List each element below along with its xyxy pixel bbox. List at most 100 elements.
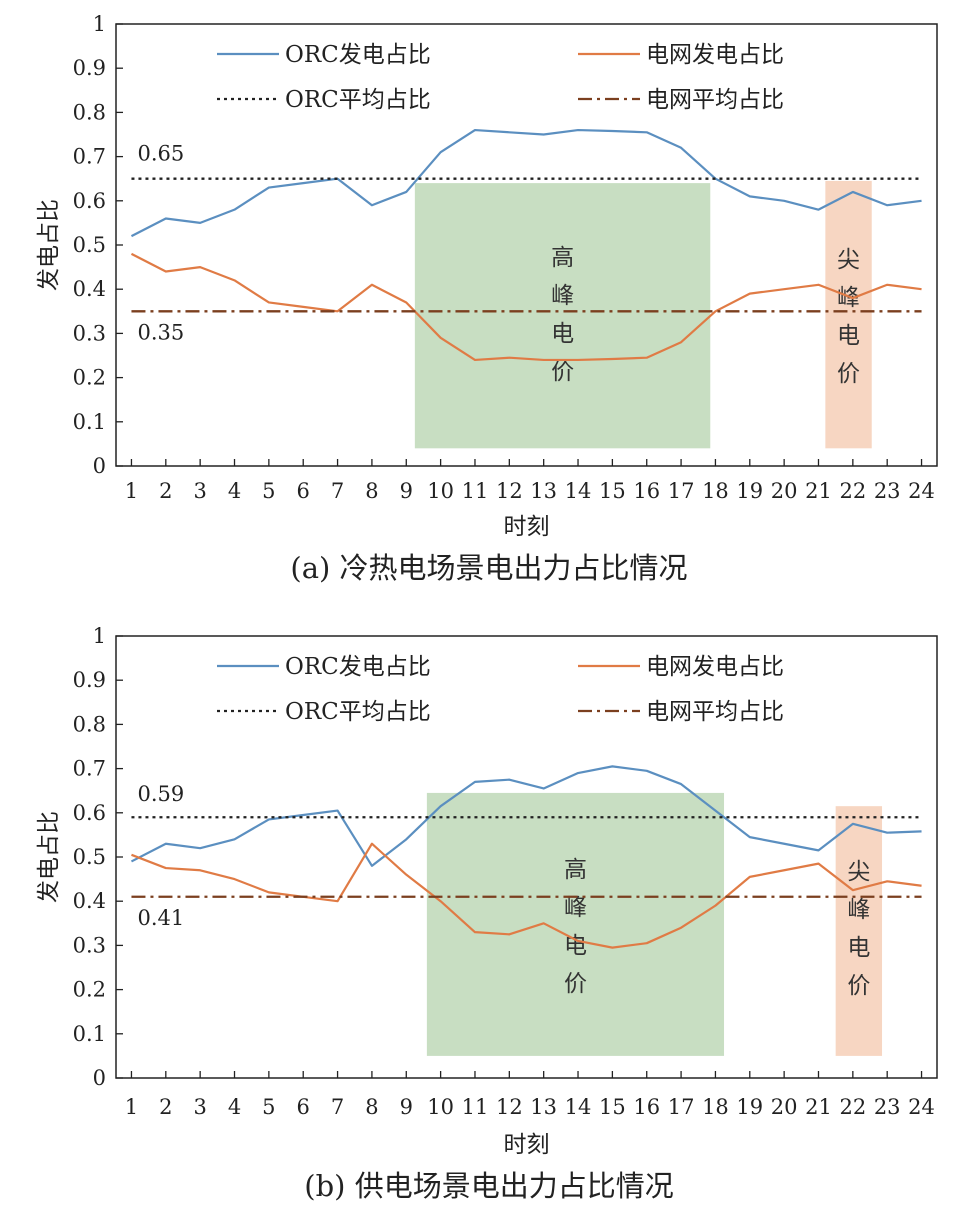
x-tick-label: 24: [908, 1095, 935, 1119]
band-label-char: 尖: [837, 247, 860, 273]
y-tick-label: 0.5: [73, 233, 106, 257]
y-tick-label: 0.5: [73, 845, 106, 869]
price-band-0: [414, 183, 711, 449]
y-axis-title: 发电占比: [36, 199, 62, 291]
series-1-line: [131, 842, 922, 949]
price-band-1: [825, 180, 872, 449]
x-tick-label: 10: [427, 1095, 454, 1119]
x-tick-label: 6: [297, 479, 310, 503]
x-tick-label: 23: [874, 479, 901, 503]
x-tick-label: 13: [530, 479, 557, 503]
x-tick-label: 16: [633, 479, 660, 503]
legend-label-0: ORC发电占比: [285, 654, 431, 680]
legend-label-1: 电网发电占比: [646, 654, 784, 680]
x-tick-label: 9: [400, 1095, 413, 1119]
y-tick-label: 1: [93, 624, 106, 648]
y-tick-label: 0.6: [73, 801, 106, 825]
series-0-line: [130, 128, 922, 238]
y-tick-label: 0.9: [73, 668, 106, 692]
series-0-line: [130, 765, 922, 867]
x-tick-label: 21: [805, 479, 832, 503]
band-label-char: 电: [551, 321, 574, 347]
band-label-char: 高: [564, 857, 587, 883]
x-tick-label: 19: [736, 1095, 763, 1119]
figure-caption: (b) 供电场景电出力占比情况: [304, 1169, 673, 1203]
x-tick-label: 17: [668, 1095, 695, 1119]
y-tick-label: 0.8: [73, 712, 106, 736]
x-axis-title: 时刻: [504, 514, 550, 540]
x-tick-label: 22: [839, 479, 866, 503]
y-tick-label: 0: [93, 1066, 106, 1090]
x-tick-label: 3: [193, 1095, 206, 1119]
y-tick-label: 0.9: [73, 56, 106, 80]
x-tick-label: 14: [565, 1095, 592, 1119]
x-tick-label: 5: [262, 479, 275, 503]
y-tick-label: 0.2: [73, 366, 106, 390]
band-label-char: 峰: [551, 283, 574, 309]
series-3-average-label: 0.41: [137, 906, 184, 930]
x-tick-label: 18: [702, 479, 729, 503]
x-tick-label: 7: [331, 479, 344, 503]
band-label-char: 尖: [847, 859, 870, 885]
x-tick-label: 7: [331, 1095, 344, 1119]
band-label-char: 价: [837, 361, 860, 387]
band-label-char: 价: [564, 971, 587, 997]
y-tick-label: 0.3: [73, 933, 106, 957]
band-label-char: 价: [847, 973, 870, 999]
x-tick-label: 17: [668, 479, 695, 503]
x-tick-label: 1: [125, 479, 138, 503]
x-tick-label: 12: [496, 1095, 523, 1119]
legend-label-3: 电网平均占比: [646, 87, 784, 113]
x-axis-title: 时刻: [504, 1132, 550, 1158]
x-tick-label: 9: [400, 479, 413, 503]
y-tick-label: 0.7: [73, 757, 106, 781]
series-3-average-label: 0.35: [137, 320, 184, 344]
series-2-average-label: 0.59: [137, 782, 184, 806]
y-tick-label: 0.7: [73, 145, 106, 169]
x-tick-label: 6: [297, 1095, 310, 1119]
band-label-char: 价: [551, 359, 574, 385]
legend-label-2: ORC平均占比: [285, 699, 431, 725]
y-tick-label: 0.1: [73, 410, 106, 434]
x-tick-label: 8: [365, 1095, 378, 1119]
x-tick-label: 1: [125, 1095, 138, 1119]
band-label-char: 峰: [564, 895, 587, 921]
x-tick-label: 15: [599, 1095, 626, 1119]
price-band-1: [835, 806, 883, 1056]
x-tick-label: 24: [908, 479, 935, 503]
x-tick-label: 2: [159, 479, 172, 503]
band-label-char: 峰: [837, 285, 860, 311]
chart-panel-a: 高峰电价尖峰电价 0 0.1 0.2 0.3 0.4 0.5 0.6 0.7 0.8 0.9 1 1 2 3…: [0, 0, 979, 600]
legend-label-2: ORC平均占比: [285, 87, 431, 113]
x-tick-label: 16: [633, 1095, 660, 1119]
series-2-average-label: 0.65: [137, 142, 184, 166]
y-tick-label: 0.1: [73, 1022, 106, 1046]
figure-caption: (a) 冷热电场景电出力占比情况: [290, 551, 687, 585]
y-tick-label: 0.4: [73, 277, 106, 301]
x-tick-label: 10: [427, 479, 454, 503]
x-tick-label: 11: [462, 1095, 489, 1119]
band-label-char: 峰: [847, 897, 870, 923]
chart-panel-b: 高峰电价尖峰电价 0 0.1 0.2 0.3 0.4 0.5 0.6 0.7 0.8 0.9 1 1 2 3…: [0, 612, 979, 1222]
y-tick-label: 0.3: [73, 321, 106, 345]
y-tick-label: 1: [93, 12, 106, 36]
x-tick-label: 20: [771, 1095, 798, 1119]
series-1-line: [130, 252, 922, 362]
x-tick-label: 2: [159, 1095, 172, 1119]
y-tick-label: 0.8: [73, 100, 106, 124]
y-tick-label: 0.4: [73, 889, 106, 913]
x-tick-label: 12: [496, 479, 523, 503]
legend-label-0: ORC发电占比: [285, 42, 431, 68]
x-tick-label: 21: [805, 1095, 832, 1119]
band-label-char: 电: [837, 323, 860, 349]
x-tick-label: 14: [565, 479, 592, 503]
legend-label-3: 电网平均占比: [646, 699, 784, 725]
price-band-0: [426, 792, 725, 1056]
x-tick-label: 19: [736, 479, 763, 503]
y-tick-label: 0.2: [73, 978, 106, 1002]
y-axis-title: 发电占比: [36, 811, 62, 903]
y-tick-label: 0: [93, 454, 106, 478]
x-tick-label: 5: [262, 1095, 275, 1119]
x-tick-label: 18: [702, 1095, 729, 1119]
